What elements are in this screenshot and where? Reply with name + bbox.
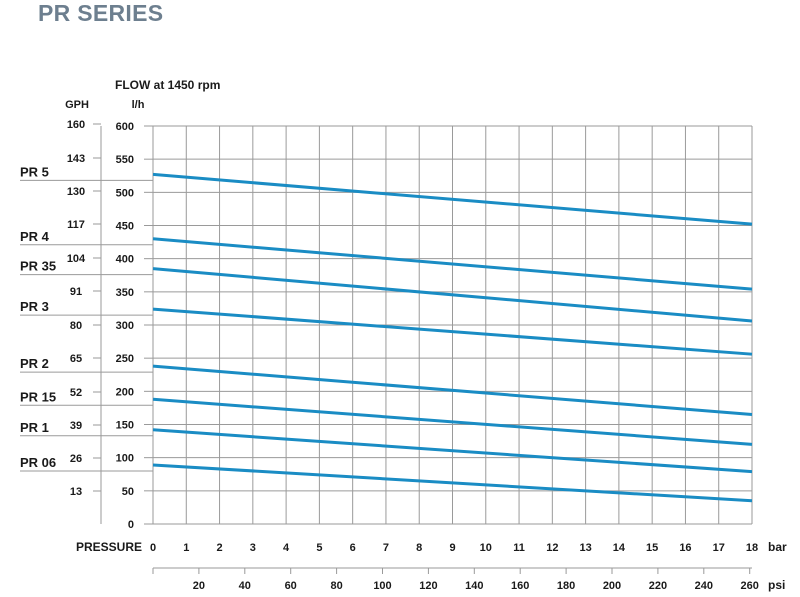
y-tick-label: 150 [116,420,134,432]
series-label: PR 2 [20,356,49,371]
bar-unit-label: bar [768,540,787,554]
x-tick-label: 16 [679,542,691,554]
series-line [152,428,753,474]
psi-tick-label: 180 [557,580,575,592]
psi-tick-label: 60 [285,580,297,592]
psi-tick-label: 240 [695,580,713,592]
y-tick-label: 50 [122,486,134,498]
psi-tick-label: 120 [419,580,437,592]
y-tick-label: 550 [116,154,134,166]
series-line [152,307,753,356]
series-line [152,237,753,291]
psi-tick-label: 40 [239,580,251,592]
gph-tick-label: 143 [67,153,85,165]
series-label: PR 4 [20,229,50,244]
y-tick-label: 500 [116,187,134,199]
x-tick-label: 0 [150,542,156,554]
psi-tick-label: 160 [511,580,529,592]
psi-unit-label: psi [768,578,785,592]
x-tick-label: 14 [613,542,626,554]
x-tick-label: 8 [416,542,422,554]
series-label: PR 3 [20,299,49,314]
series-label: PR 15 [20,389,56,404]
lh-unit-label: l/h [132,99,145,111]
x-tick-label: 11 [513,542,525,554]
gph-tick-label: 117 [67,219,85,231]
y-tick-label: 300 [116,320,134,332]
x-tick-label: 18 [746,542,758,554]
series-label: PR 35 [20,259,56,274]
x-tick-label: 10 [480,542,492,554]
y-tick-label: 400 [116,254,134,266]
y-tick-label: 250 [116,353,134,365]
gph-tick-label: 26 [70,453,82,465]
chart-title: FLOW at 1450 rpm [115,78,220,92]
gph-tick-label: 104 [67,253,86,265]
gph-tick-label: 65 [70,353,82,365]
series-label: PR 06 [20,455,56,470]
gph-tick-label: 39 [70,420,82,432]
y-tick-label: 0 [128,519,134,531]
page-title: PR SERIES [38,0,164,26]
psi-tick-label: 80 [330,580,342,592]
y-tick-label: 100 [116,453,134,465]
x-tick-label: 2 [216,542,222,554]
psi-tick-label: 220 [649,580,667,592]
x-tick-label: 7 [383,542,389,554]
gph-tick-label: 13 [70,486,82,498]
x-tick-label: 3 [250,542,256,554]
psi-tick-label: 260 [741,580,759,592]
x-tick-label: 5 [316,542,322,554]
series-label: PR 1 [20,420,49,435]
series-line [152,397,753,446]
psi-tick-label: 200 [603,580,621,592]
x-tick-label: 17 [713,542,725,554]
x-tick-label: 1 [183,542,189,554]
y-tick-label: 600 [116,121,134,133]
gph-tick-label: 160 [67,119,85,131]
pressure-label: PRESSURE [76,540,142,554]
gph-tick-label: 130 [67,186,85,198]
y-tick-label: 200 [116,386,134,398]
series-line [152,463,753,503]
series-line [152,267,753,323]
x-tick-label: 12 [546,542,558,554]
x-tick-label: 6 [350,542,356,554]
y-tick-label: 450 [116,221,134,233]
psi-tick-label: 100 [373,580,391,592]
gph-tick-label: 52 [70,387,82,399]
y-tick-label: 350 [116,287,134,299]
series-line [152,364,753,417]
x-tick-label: 4 [283,542,290,554]
x-tick-label: 9 [449,542,455,554]
series-line [152,172,753,226]
gph-unit-label: GPH [65,99,89,111]
series-label: PR 5 [20,164,49,179]
x-tick-label: 13 [579,542,591,554]
gph-tick-label: 80 [70,320,82,332]
gph-tick-label: 91 [70,286,82,298]
psi-tick-label: 140 [465,580,483,592]
psi-tick-label: 20 [193,580,205,592]
x-tick-label: 15 [646,542,658,554]
